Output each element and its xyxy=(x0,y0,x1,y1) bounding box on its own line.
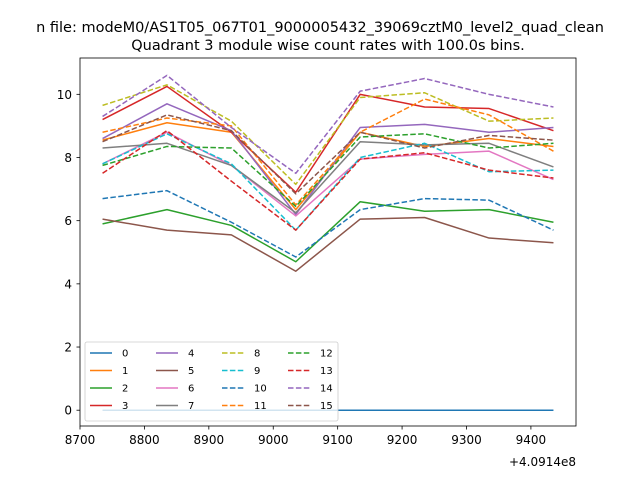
y-tick-label-2: 2 xyxy=(64,341,72,355)
series-line-9 xyxy=(102,133,554,231)
legend-label-8: 8 xyxy=(254,349,260,360)
series-line-6 xyxy=(102,131,554,217)
y-tick-label-0: 0 xyxy=(64,404,72,418)
x-tick-label-9200: 9200 xyxy=(387,433,418,447)
x-tick-label-9000: 9000 xyxy=(258,433,289,447)
axes-frame xyxy=(79,57,577,427)
x-tick-label-9400: 9400 xyxy=(516,433,547,447)
legend-label-0: 0 xyxy=(122,349,128,360)
legend-label-11: 11 xyxy=(254,401,267,412)
legend-label-15: 15 xyxy=(320,401,333,412)
series-line-14 xyxy=(102,74,554,175)
y-tick-label-6: 6 xyxy=(64,214,72,228)
legend-label-2: 2 xyxy=(122,384,128,395)
legend-label-14: 14 xyxy=(320,384,333,395)
plot-area: 8700 8800 8900 9000 9100 9200 9300 94000246810+… xyxy=(57,57,577,469)
series-line-2 xyxy=(102,200,554,263)
legend-label-9: 9 xyxy=(254,366,260,377)
series-line-8 xyxy=(102,84,554,186)
x-tick-label-9300: 9300 xyxy=(451,433,482,447)
chart-title: Quadrant 3 module wise count rates with … xyxy=(131,38,525,54)
series-line-12 xyxy=(102,133,554,208)
series-line-15 xyxy=(102,114,554,195)
legend-label-13: 13 xyxy=(320,366,333,377)
legend-label-10: 10 xyxy=(254,384,267,395)
series-line-13 xyxy=(102,129,554,231)
legend-label-5: 5 xyxy=(188,366,194,377)
x-tick-label-9100: 9100 xyxy=(322,433,353,447)
series-line-3 xyxy=(102,85,554,193)
legend-label-4: 4 xyxy=(188,349,194,360)
y-tick-label-4: 4 xyxy=(64,277,72,291)
legend-box xyxy=(84,341,339,422)
x-tick-label-8700: 8700 xyxy=(65,433,96,447)
series-line-10 xyxy=(102,189,554,258)
legend-label-1: 1 xyxy=(122,366,128,377)
series-line-7 xyxy=(102,140,554,214)
series-line-5 xyxy=(102,216,554,272)
x-tick-label-8900: 8900 xyxy=(194,433,225,447)
legend-label-3: 3 xyxy=(122,401,128,412)
x-tick-label-8800: 8800 xyxy=(129,433,160,447)
chart-suptitle: n file: modeM0/AS1T05_067T01_9000005432_… xyxy=(36,20,604,36)
legend-label-7: 7 xyxy=(188,401,194,412)
legend-label-12: 12 xyxy=(320,349,333,360)
legend-label-6: 6 xyxy=(188,384,194,395)
series-line-4 xyxy=(102,103,554,216)
y-tick-label-8: 8 xyxy=(64,151,72,165)
y-tick-label-10: 10 xyxy=(57,88,72,102)
x-offset-text: +4.0914e8 xyxy=(509,455,576,469)
series-line-11 xyxy=(102,98,554,206)
